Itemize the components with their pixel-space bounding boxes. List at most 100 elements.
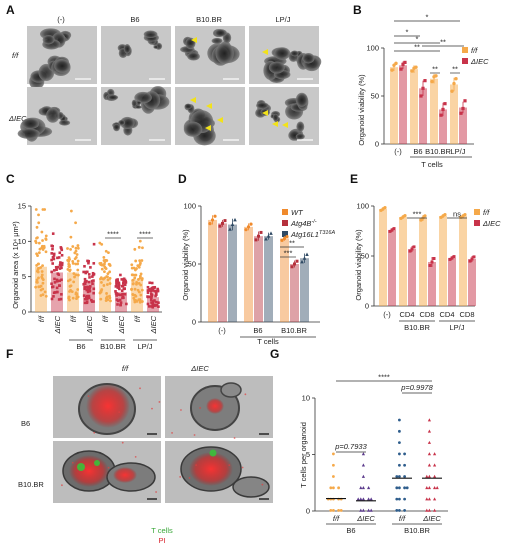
c-data-point — [89, 266, 92, 269]
c-data-point — [85, 288, 89, 292]
organoid-blob — [153, 45, 159, 49]
g-data-point — [427, 429, 431, 433]
b-data-point — [394, 61, 398, 66]
c-data-point — [37, 251, 41, 255]
d-data-point — [269, 231, 273, 235]
g-data-point — [359, 486, 363, 490]
c-data-point — [37, 276, 40, 280]
organoid-blob — [46, 107, 60, 123]
c-data-point — [34, 208, 38, 211]
c-data-point — [73, 257, 77, 261]
g-p-value: p=0.9978 — [400, 383, 433, 392]
c-data-point — [107, 262, 111, 266]
g-data-point — [367, 497, 371, 501]
c-data-point — [137, 245, 141, 249]
c-data-point — [91, 275, 94, 278]
g-data-point — [369, 497, 373, 501]
organoid-blob — [120, 116, 135, 130]
pi-speck — [134, 455, 137, 458]
legend-entry: Atg4B-/- — [290, 219, 317, 228]
panel-a-col-header: B6 — [130, 15, 139, 24]
c-data-point — [122, 279, 126, 282]
g-data-point — [403, 475, 406, 478]
arrowhead-marker — [205, 125, 211, 131]
c-data-point — [51, 285, 55, 288]
organoid-blob — [123, 44, 131, 54]
c-data-point — [154, 294, 157, 298]
c-data-point — [121, 284, 125, 288]
c-data-point — [34, 285, 38, 289]
e-x-tick-label: CD4 — [399, 310, 414, 319]
c-data-point — [92, 242, 96, 246]
c-data-point — [141, 246, 144, 250]
b-sig-label: ** — [440, 38, 446, 47]
c-data-point — [122, 296, 125, 300]
e-data-point — [403, 214, 407, 218]
arrowhead-marker — [217, 117, 223, 123]
d-data-point — [295, 259, 299, 263]
b-data-point — [390, 68, 394, 72]
c-data-point — [60, 278, 63, 282]
b-x-tick-label: B10.BR — [425, 147, 451, 156]
organoid-blob — [295, 92, 308, 107]
c-data-point — [55, 278, 59, 282]
c-data-point — [56, 256, 59, 260]
c-data-point — [136, 288, 140, 292]
c-data-point — [85, 301, 89, 305]
e-bar — [439, 216, 447, 306]
panel-e-chart: Organoid viability (%) f/f ΔIEC 0 50 100 (-… — [354, 202, 501, 333]
pi-speck — [179, 476, 182, 478]
arrowhead-marker — [282, 122, 288, 128]
c-data-point — [59, 261, 62, 264]
c-data-point — [69, 284, 73, 288]
c-data-point — [138, 259, 142, 263]
panel-b-chart: Organoid viability (%) T cells f/f ΔIEC … — [357, 13, 489, 170]
c-data-point — [148, 289, 151, 292]
c-data-point — [87, 261, 90, 265]
d-data-point — [246, 225, 251, 229]
panel-label-g: G — [270, 347, 279, 361]
c-data-point — [121, 293, 124, 296]
g-data-point — [359, 497, 363, 501]
d-x-tick-label: B10.BR — [281, 326, 307, 335]
c-data-point — [53, 281, 57, 284]
c-data-point — [123, 292, 127, 296]
g-y-tick-label: 5 — [306, 450, 310, 459]
organoid-blob — [274, 47, 291, 60]
panel-b-legend: f/f ΔIEC — [462, 46, 489, 66]
e-sig-label: *** — [413, 210, 422, 219]
pi-speck — [151, 407, 153, 410]
legend-entry: Atg16L1T316A — [290, 230, 335, 239]
c-data-point — [83, 301, 87, 305]
c-data-point — [51, 247, 54, 251]
d-data-point — [259, 230, 263, 234]
b-data-point — [459, 111, 463, 115]
c-data-point — [82, 283, 86, 286]
d-data-point — [266, 234, 271, 238]
arrowhead-marker — [262, 110, 268, 116]
c-data-point — [41, 281, 45, 285]
g-x-tick-label: ΔIEC — [422, 514, 441, 523]
d-data-point — [257, 234, 260, 238]
c-data-point — [137, 281, 141, 285]
c-data-point — [140, 300, 144, 303]
organoid-blob — [272, 113, 279, 122]
pi-speck — [199, 407, 202, 409]
e-y-tick-label: 0 — [365, 302, 369, 311]
panel-label-c: C — [6, 172, 15, 186]
c-data-point — [57, 273, 61, 276]
pi-speck — [241, 466, 244, 469]
g-data-point — [435, 486, 439, 490]
c-data-point — [51, 244, 54, 248]
pi-speck — [228, 464, 231, 467]
panel-f-col-header: f/f — [122, 364, 129, 373]
e-data-point — [412, 245, 416, 249]
pi-signal — [113, 467, 137, 483]
panel-a-col-header: B10.BR — [196, 15, 222, 24]
c-data-point — [140, 259, 144, 262]
c-data-point — [134, 259, 138, 263]
g-data-point — [425, 508, 429, 512]
c-data-point — [149, 295, 153, 299]
g-data-point — [398, 497, 401, 501]
